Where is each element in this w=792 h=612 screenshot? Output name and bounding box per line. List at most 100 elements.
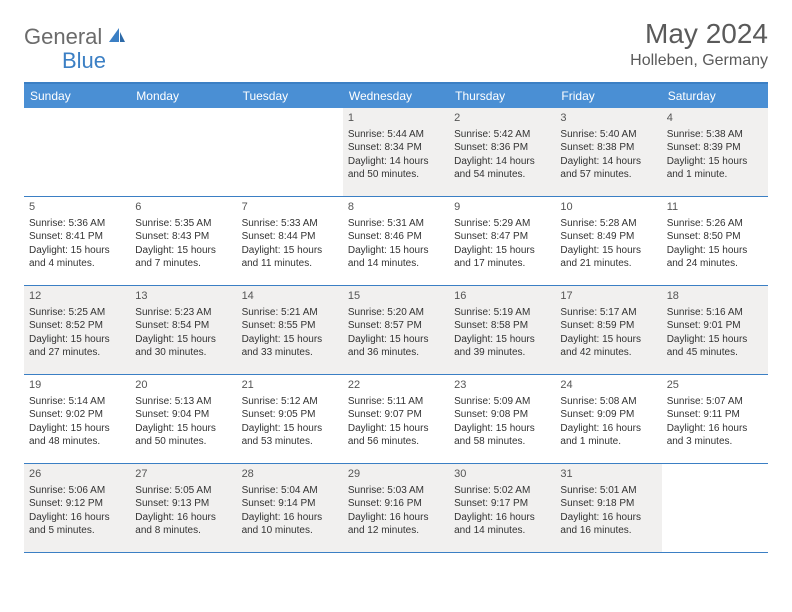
day-number: 27	[135, 467, 231, 482]
day-cell: 24Sunrise: 5:08 AMSunset: 9:09 PMDayligh…	[555, 375, 661, 463]
sunrise-text: Sunrise: 5:11 AM	[348, 395, 444, 409]
daylight-text: Daylight: 15 hours	[454, 333, 550, 347]
day-cell: 22Sunrise: 5:11 AMSunset: 9:07 PMDayligh…	[343, 375, 449, 463]
daylight-text: and 30 minutes.	[135, 346, 231, 360]
daylight-text: Daylight: 15 hours	[667, 155, 763, 169]
day-cell: 29Sunrise: 5:03 AMSunset: 9:16 PMDayligh…	[343, 464, 449, 552]
day-cell: 5Sunrise: 5:36 AMSunset: 8:41 PMDaylight…	[24, 197, 130, 285]
daylight-text: Daylight: 16 hours	[242, 511, 338, 525]
sunrise-text: Sunrise: 5:07 AM	[667, 395, 763, 409]
daylight-text: and 58 minutes.	[454, 435, 550, 449]
day-number: 22	[348, 378, 444, 393]
logo-sail-icon	[107, 26, 127, 49]
day-cell: 13Sunrise: 5:23 AMSunset: 8:54 PMDayligh…	[130, 286, 236, 374]
day-cell: 19Sunrise: 5:14 AMSunset: 9:02 PMDayligh…	[24, 375, 130, 463]
daylight-text: and 39 minutes.	[454, 346, 550, 360]
day-number: 7	[242, 200, 338, 215]
week-row: 12Sunrise: 5:25 AMSunset: 8:52 PMDayligh…	[24, 286, 768, 375]
day-number: 14	[242, 289, 338, 304]
calendar: SundayMondayTuesdayWednesdayThursdayFrid…	[24, 82, 768, 553]
sunrise-text: Sunrise: 5:40 AM	[560, 128, 656, 142]
daylight-text: Daylight: 16 hours	[29, 511, 125, 525]
daylight-text: Daylight: 15 hours	[348, 333, 444, 347]
daylight-text: Daylight: 16 hours	[560, 511, 656, 525]
daylight-text: and 36 minutes.	[348, 346, 444, 360]
daylight-text: and 7 minutes.	[135, 257, 231, 271]
daylight-text: and 11 minutes.	[242, 257, 338, 271]
weeks-container: 1Sunrise: 5:44 AMSunset: 8:34 PMDaylight…	[24, 108, 768, 553]
sunrise-text: Sunrise: 5:09 AM	[454, 395, 550, 409]
daylight-text: and 14 minutes.	[454, 524, 550, 538]
day-number: 26	[29, 467, 125, 482]
sunset-text: Sunset: 8:34 PM	[348, 141, 444, 155]
day-number: 20	[135, 378, 231, 393]
logo-text-general: General	[24, 24, 102, 50]
day-cell: 27 Sunrise: 5:05 AMSunset: 9:13 PMDayligh…	[130, 464, 236, 552]
day-cell: 17Sunrise: 5:17 AMSunset: 8:59 PMDayligh…	[555, 286, 661, 374]
daylight-text: Daylight: 16 hours	[135, 511, 231, 525]
daylight-text: and 45 minutes.	[667, 346, 763, 360]
day-cell-empty	[237, 108, 343, 196]
daylight-text: and 5 minutes.	[29, 524, 125, 538]
daylight-text: and 50 minutes.	[135, 435, 231, 449]
sunrise-text: Sunrise: 5:19 AM	[454, 306, 550, 320]
daylight-text: Daylight: 15 hours	[667, 333, 763, 347]
day-cell: 30Sunrise: 5:02 AMSunset: 9:17 PMDayligh…	[449, 464, 555, 552]
daylight-text: Daylight: 15 hours	[135, 422, 231, 436]
day-number: 31	[560, 467, 656, 482]
sunrise-text: Sunrise: 5:03 AM	[348, 484, 444, 498]
day-cell: 8Sunrise: 5:31 AMSunset: 8:46 PMDaylight…	[343, 197, 449, 285]
daylight-text: and 4 minutes.	[29, 257, 125, 271]
sunset-text: Sunset: 8:57 PM	[348, 319, 444, 333]
sunrise-text: Sunrise: 5:20 AM	[348, 306, 444, 320]
day-cell-empty	[130, 108, 236, 196]
day-number: 17	[560, 289, 656, 304]
daylight-text: and 50 minutes.	[348, 168, 444, 182]
daylight-text: Daylight: 15 hours	[454, 422, 550, 436]
daylight-text: Daylight: 16 hours	[560, 422, 656, 436]
sunrise-text: Sunrise: 5:12 AM	[242, 395, 338, 409]
week-row: 19Sunrise: 5:14 AMSunset: 9:02 PMDayligh…	[24, 375, 768, 464]
daylight-text: and 48 minutes.	[29, 435, 125, 449]
month-title: May 2024	[630, 18, 768, 50]
week-row: 5Sunrise: 5:36 AMSunset: 8:41 PMDaylight…	[24, 197, 768, 286]
day-number: 13	[135, 289, 231, 304]
sunrise-text: Sunrise: 5:36 AM	[29, 217, 125, 231]
day-cell: 23Sunrise: 5:09 AMSunset: 9:08 PMDayligh…	[449, 375, 555, 463]
sunrise-text: Sunrise: 5:38 AM	[667, 128, 763, 142]
sunrise-text: Sunrise: 5:31 AM	[348, 217, 444, 231]
day-cell: 28Sunrise: 5:04 AMSunset: 9:14 PMDayligh…	[237, 464, 343, 552]
day-cell: 9Sunrise: 5:29 AMSunset: 8:47 PMDaylight…	[449, 197, 555, 285]
daylight-text: and 12 minutes.	[348, 524, 444, 538]
sunrise-text: Sunrise: 5:29 AM	[454, 217, 550, 231]
sunset-text: Sunset: 9:13 PM	[135, 497, 231, 511]
daylight-text: and 3 minutes.	[667, 435, 763, 449]
day-cell: 3Sunrise: 5:40 AMSunset: 8:38 PMDaylight…	[555, 108, 661, 196]
daylight-text: Daylight: 15 hours	[560, 244, 656, 258]
daylight-text: Daylight: 15 hours	[135, 244, 231, 258]
sunrise-text: Sunrise: 5:13 AM	[135, 395, 231, 409]
sunrise-text: Sunrise: 5:17 AM	[560, 306, 656, 320]
sunset-text: Sunset: 8:43 PM	[135, 230, 231, 244]
day-number: 19	[29, 378, 125, 393]
daylight-text: and 16 minutes.	[560, 524, 656, 538]
daylight-text: Daylight: 14 hours	[348, 155, 444, 169]
daylight-text: and 14 minutes.	[348, 257, 444, 271]
day-cell: 6Sunrise: 5:35 AMSunset: 8:43 PMDaylight…	[130, 197, 236, 285]
day-cell: 26Sunrise: 5:06 AMSunset: 9:12 PMDayligh…	[24, 464, 130, 552]
daylight-text: Daylight: 15 hours	[29, 422, 125, 436]
daylight-text: and 56 minutes.	[348, 435, 444, 449]
day-cell: 12Sunrise: 5:25 AMSunset: 8:52 PMDayligh…	[24, 286, 130, 374]
day-number: 23	[454, 378, 550, 393]
day-cell: 11Sunrise: 5:26 AMSunset: 8:50 PMDayligh…	[662, 197, 768, 285]
day-cell: 1Sunrise: 5:44 AMSunset: 8:34 PMDaylight…	[343, 108, 449, 196]
sunset-text: Sunset: 9:02 PM	[29, 408, 125, 422]
day-number: 1	[348, 111, 444, 126]
sunset-text: Sunset: 8:47 PM	[454, 230, 550, 244]
day-number: 9	[454, 200, 550, 215]
daylight-text: and 8 minutes.	[135, 524, 231, 538]
sunrise-text: Sunrise: 5:05 AM	[135, 484, 231, 498]
day-number: 12	[29, 289, 125, 304]
daylight-text: and 24 minutes.	[667, 257, 763, 271]
sunrise-text: Sunrise: 5:25 AM	[29, 306, 125, 320]
